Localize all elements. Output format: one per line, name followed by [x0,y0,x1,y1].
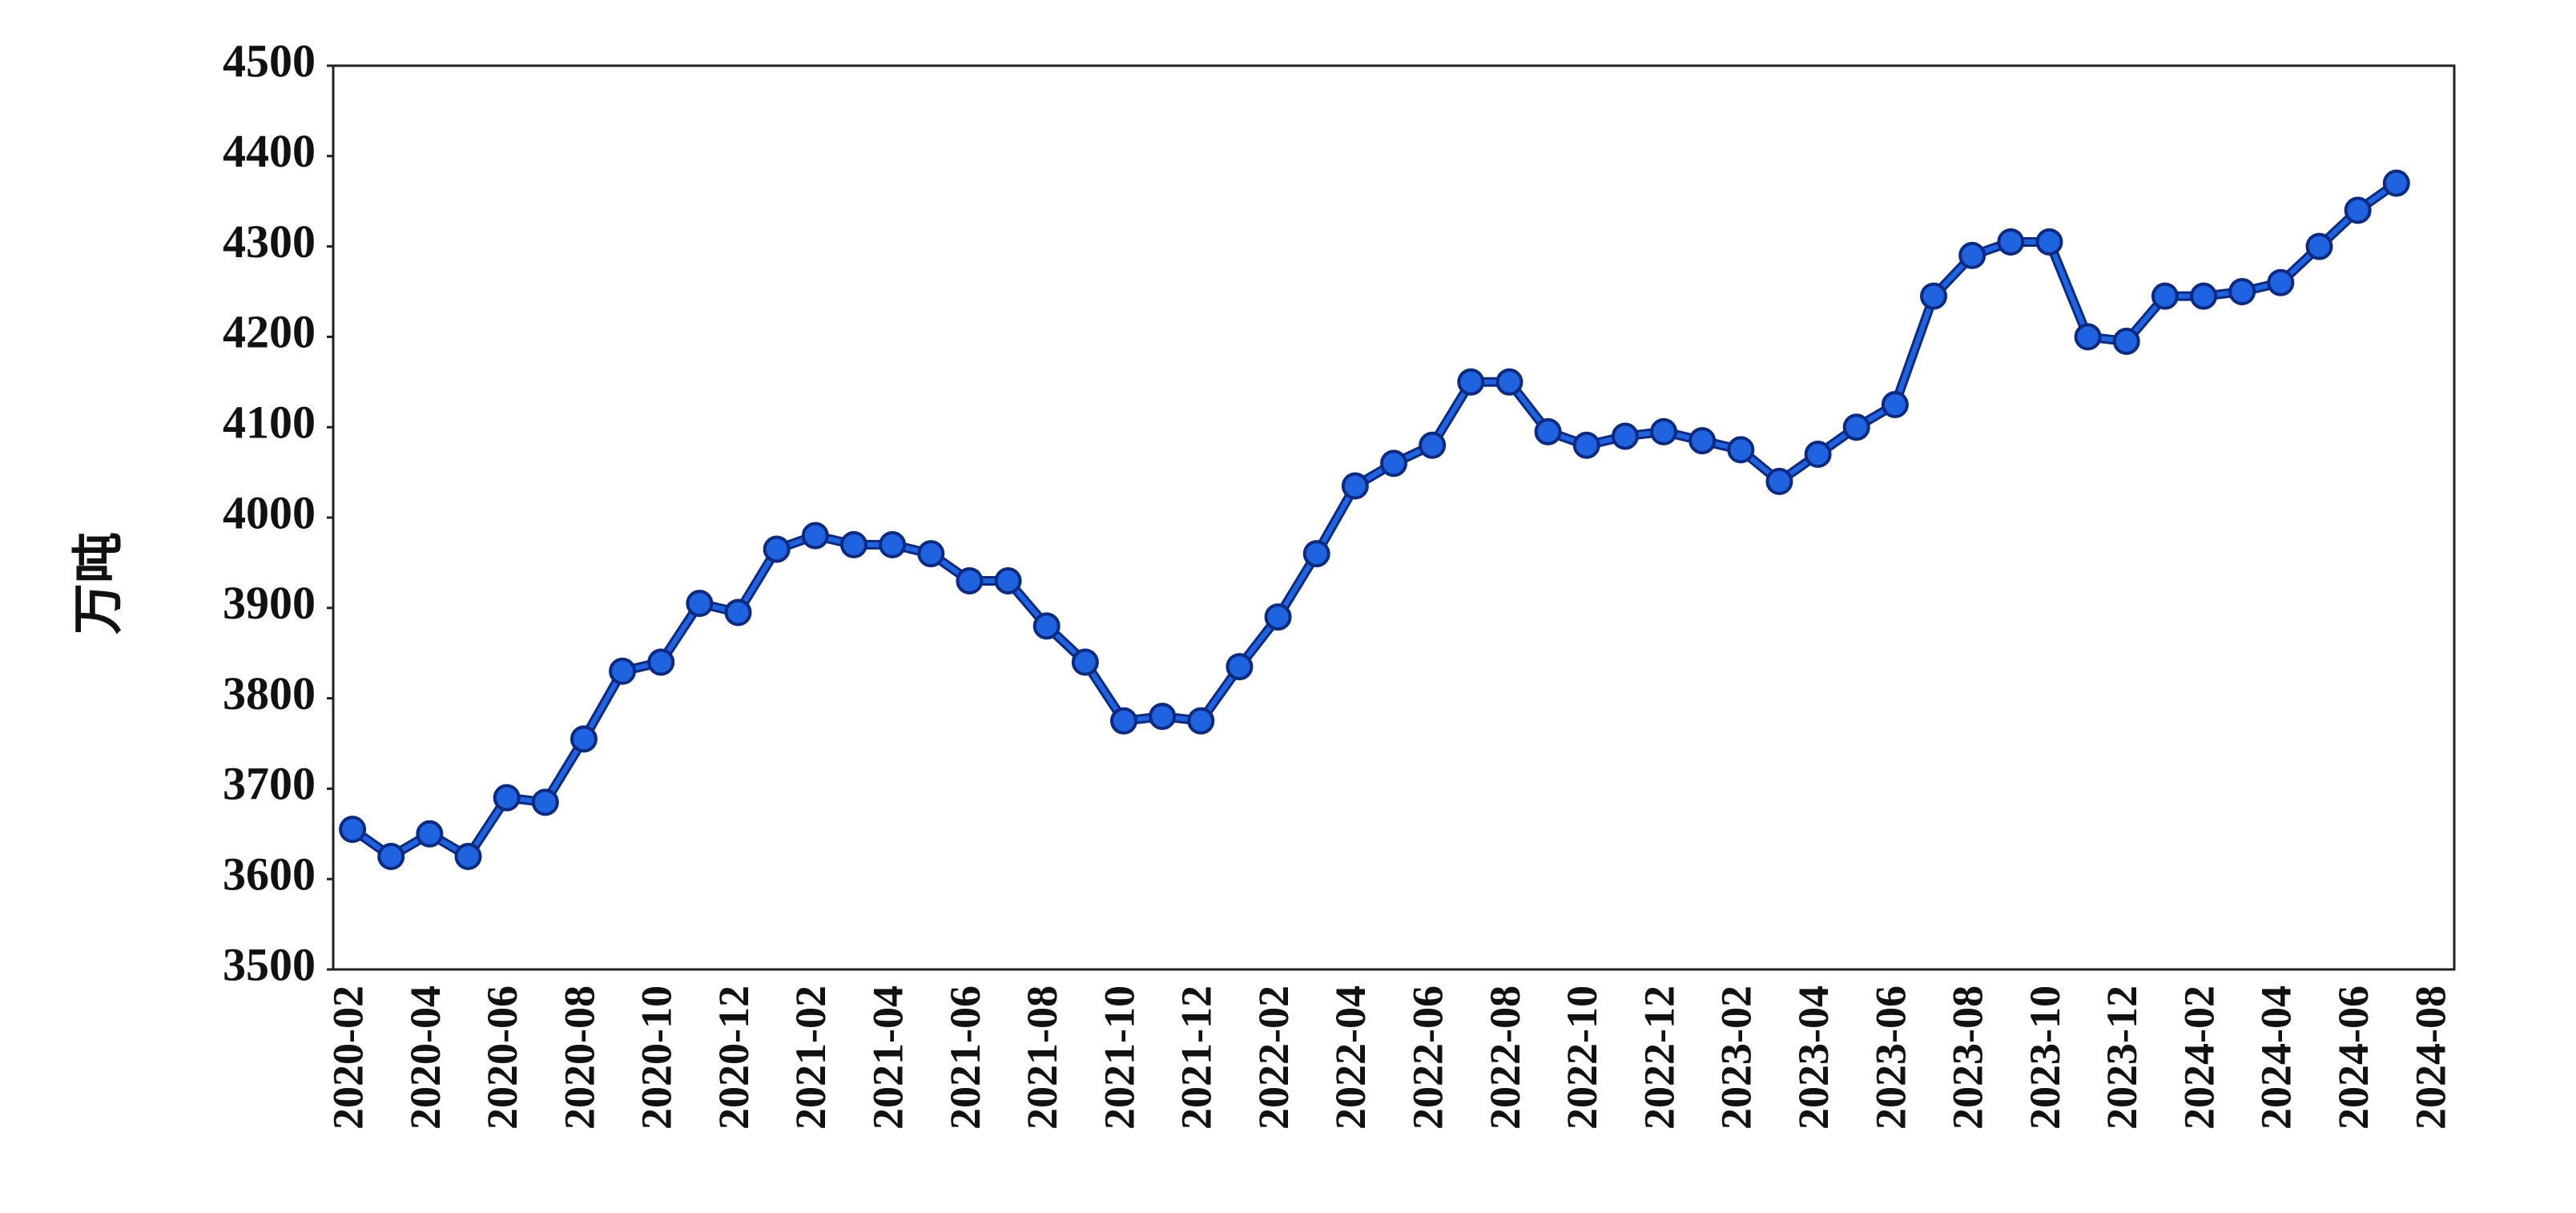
point [763,535,791,563]
x-tick-label: 2024-04 [2252,985,2300,1130]
x-tick-label: 2022-12 [1635,985,1683,1130]
y-tick-label: 3500 [223,938,316,990]
plot-frame [332,64,2456,971]
point [493,784,521,812]
point [1032,612,1061,640]
point [1997,228,2025,256]
point [724,598,752,627]
point [531,788,559,816]
x-tick-label: 2024-08 [2406,985,2454,1130]
point [1071,648,1099,676]
x-tick-label: 2022-06 [1404,985,1452,1130]
y-tick-label: 4300 [223,216,316,268]
point [1419,431,1447,459]
y-tick-label: 4500 [223,34,316,87]
point [1109,707,1137,735]
point [1226,653,1254,681]
y-tick-label: 4200 [223,306,316,358]
x-tick-label: 2021-04 [863,985,912,1130]
x-tick-label: 2020-08 [555,985,603,1130]
x-tick-label: 2022-02 [1250,985,1298,1130]
point [1920,282,1948,310]
point [1650,417,1678,445]
x-tick-label: 2022-04 [1326,985,1375,1130]
x-tick-label: 2021-06 [941,985,989,1130]
point [1611,422,1639,450]
point [1187,707,1215,735]
point [2190,282,2218,310]
point [917,540,945,568]
x-tick-label: 2024-06 [2329,985,2377,1130]
point [2382,169,2410,197]
point [1688,427,1717,455]
point [570,725,598,753]
series-line [349,179,2400,861]
point [377,843,405,870]
point [1149,703,1177,731]
point [1534,417,1562,445]
point [1341,472,1369,500]
y-tick-label: 3700 [223,758,316,810]
point [2305,232,2333,260]
point [2344,196,2372,224]
point [1958,241,1986,269]
point [956,566,984,594]
x-tick-label: 2022-10 [1558,985,1606,1130]
point [686,590,714,618]
series-line-highlight [351,181,2398,859]
point [2074,323,2102,351]
x-tick-label: 2023-02 [1713,985,1761,1130]
x-tick-label: 2020-04 [401,985,449,1130]
point [454,843,482,870]
point [1765,467,1793,495]
point [2035,228,2063,256]
point [2267,268,2295,296]
point [1804,441,1832,469]
y-tick-label: 3900 [223,577,316,629]
x-tick-label: 2023-08 [1944,985,1992,1130]
y-tick-label: 4400 [223,125,316,177]
point [647,648,675,676]
point [2151,282,2179,310]
x-tick-label: 2023-04 [1789,985,1837,1130]
point [1457,368,1485,396]
x-tick-label: 2020-06 [478,985,526,1130]
x-tick-label: 2021-12 [1173,985,1221,1130]
point [994,566,1022,594]
x-tick-label: 2023-06 [1866,985,1914,1130]
y-tick-label: 4100 [223,397,316,449]
point [1495,368,1523,396]
point [801,522,829,550]
point [1380,449,1407,478]
x-tick-label: 2020-12 [710,985,758,1130]
x-tick-label: 2021-08 [1018,985,1066,1130]
x-tick-label: 2020-10 [633,985,681,1130]
point [2228,278,2256,305]
x-tick-label: 2020-02 [324,985,372,1130]
point [1727,436,1755,464]
point [1881,391,1909,418]
x-tick-label: 2022-08 [1481,985,1529,1130]
x-tick-label: 2021-10 [1095,985,1143,1130]
point [1264,603,1292,631]
y-tick-label: 3600 [223,848,316,901]
x-tick-label: 2023-12 [2098,985,2146,1130]
x-tick-label: 2023-10 [2021,985,2069,1130]
point [339,816,367,844]
point [416,820,444,848]
point [879,530,907,558]
point [609,657,637,685]
point [839,530,867,558]
point [2112,328,2140,356]
x-tick-label: 2021-02 [787,985,835,1130]
point [1572,431,1600,459]
y-axis-label: 万吨 [70,532,127,635]
x-tick-label: 2024-02 [2175,985,2223,1130]
y-tick-label: 4000 [223,486,316,538]
point [1302,540,1330,568]
y-tick-label: 3800 [223,667,316,719]
point [1842,413,1870,441]
